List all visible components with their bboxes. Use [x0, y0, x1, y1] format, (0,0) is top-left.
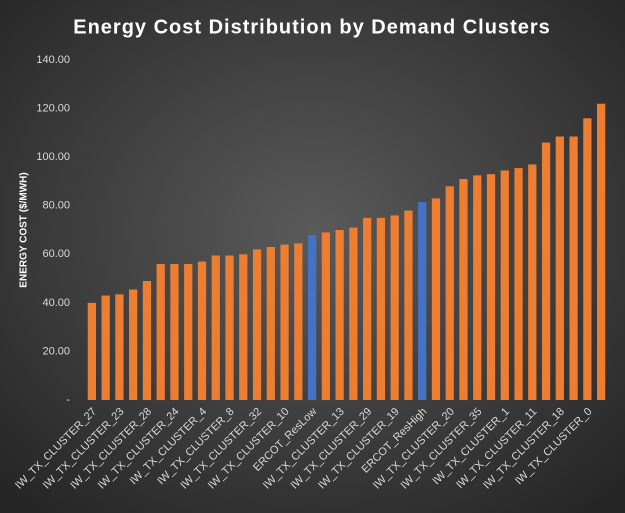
y-tick-label: 140.00 [36, 54, 70, 66]
y-tick-label: - [66, 394, 70, 406]
bar [225, 255, 234, 400]
bar [142, 281, 152, 400]
bar [528, 164, 537, 400]
bar [115, 294, 124, 400]
bar [390, 215, 399, 400]
bar [321, 232, 330, 400]
y-tick-label: 100.00 [36, 151, 70, 163]
bar [376, 217, 386, 400]
bar [569, 136, 578, 400]
bar [101, 295, 110, 400]
bar [184, 264, 193, 400]
y-tick-label: 120.00 [36, 102, 70, 114]
y-tick-label: 20.00 [42, 345, 70, 357]
bar [596, 103, 606, 400]
bar [418, 202, 427, 400]
bar [500, 170, 509, 400]
bar [239, 254, 248, 400]
bar [252, 249, 262, 400]
bar [541, 142, 551, 401]
bar [197, 261, 207, 400]
bar [170, 264, 179, 400]
bar [349, 227, 358, 400]
bar [363, 217, 372, 400]
y-axis-label: ENERGY COST ($/MWH) [19, 172, 30, 287]
y-tick-label: 60.00 [42, 248, 70, 260]
bar [280, 244, 289, 400]
bar [294, 243, 303, 400]
y-tick-label: 40.00 [42, 297, 70, 309]
bar [87, 302, 97, 400]
bar [431, 198, 441, 400]
bar [129, 289, 138, 400]
bar [514, 168, 523, 400]
bar [266, 247, 275, 400]
chart-title: Energy Cost Distribution by Demand Clust… [73, 16, 551, 38]
bar [335, 230, 344, 400]
bar [459, 179, 468, 400]
bar [156, 264, 165, 400]
bar [555, 136, 564, 400]
bar [404, 210, 413, 400]
bar [211, 255, 220, 400]
bar [583, 118, 592, 401]
bar [486, 174, 496, 400]
bar [307, 234, 317, 400]
bar [473, 175, 482, 400]
y-tick-label: 80.00 [42, 200, 70, 212]
bar [445, 186, 454, 400]
